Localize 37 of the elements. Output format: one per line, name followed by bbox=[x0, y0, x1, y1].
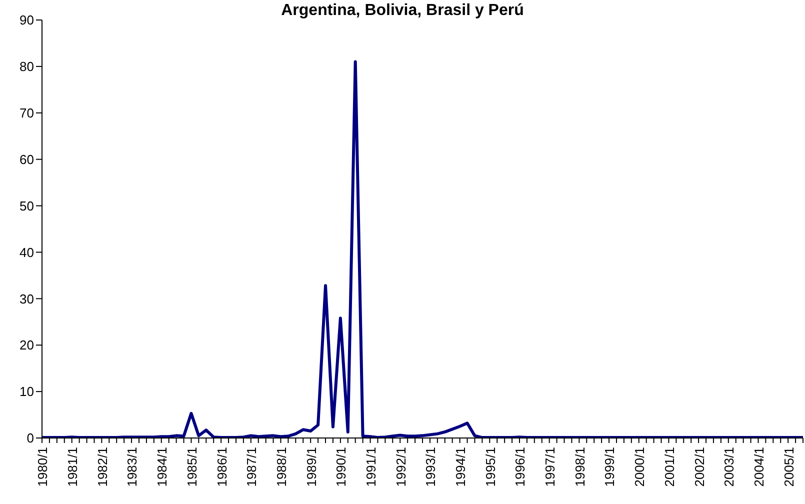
y-tick-label: 20 bbox=[20, 338, 34, 353]
x-tick-label: 2000/1 bbox=[632, 447, 648, 487]
x-tick-label: 1994/1 bbox=[453, 447, 468, 487]
x-tick-label: 1998/1 bbox=[572, 447, 588, 487]
x-tick-label: 1989/1 bbox=[304, 447, 319, 487]
x-tick-label: 1986/1 bbox=[214, 447, 230, 487]
y-tick-label: 40 bbox=[20, 244, 34, 260]
y-tick-label: 50 bbox=[20, 198, 34, 214]
x-tick-label: 1984/1 bbox=[154, 447, 170, 487]
x-tick-label: 1981/1 bbox=[65, 447, 80, 487]
x-tick-label: 1991/1 bbox=[364, 447, 379, 487]
x-tick-label: 2001/1 bbox=[662, 447, 677, 487]
y-tick-label: 30 bbox=[20, 291, 34, 306]
x-tick-label: 1980/1 bbox=[35, 447, 50, 487]
x-tick-label: 1999/1 bbox=[602, 447, 618, 487]
x-tick-label: 1988/1 bbox=[274, 447, 289, 487]
y-tick-label: 60 bbox=[20, 152, 34, 167]
x-tick-label: 1982/1 bbox=[94, 447, 110, 487]
y-tick-label: 70 bbox=[20, 106, 34, 121]
x-tick-label: 2002/1 bbox=[692, 447, 707, 487]
x-tick-label: 2005/1 bbox=[781, 447, 796, 487]
x-tick-label: 1996/1 bbox=[512, 447, 528, 487]
x-tick-label: 1987/1 bbox=[244, 447, 260, 487]
x-tick-label: 1992/1 bbox=[393, 447, 408, 487]
y-tick-label: 0 bbox=[26, 430, 34, 446]
x-tick-label: 1990/1 bbox=[334, 447, 349, 487]
x-tick-label: 2003/1 bbox=[722, 447, 737, 487]
x-tick-label: 1993/1 bbox=[423, 447, 438, 487]
x-tick-label: 2004/1 bbox=[751, 447, 766, 487]
y-tick-label: 90 bbox=[20, 12, 34, 28]
x-tick-label: 1997/1 bbox=[542, 447, 558, 487]
y-tick-label: 80 bbox=[20, 59, 34, 74]
x-tick-label: 1995/1 bbox=[482, 447, 498, 487]
x-tick-label: 1983/1 bbox=[124, 447, 140, 487]
chart-title: Argentina, Bolivia, Brasil y Perú bbox=[281, 2, 524, 19]
x-tick-label: 1985/1 bbox=[184, 447, 200, 487]
y-tick-label: 10 bbox=[20, 384, 34, 400]
